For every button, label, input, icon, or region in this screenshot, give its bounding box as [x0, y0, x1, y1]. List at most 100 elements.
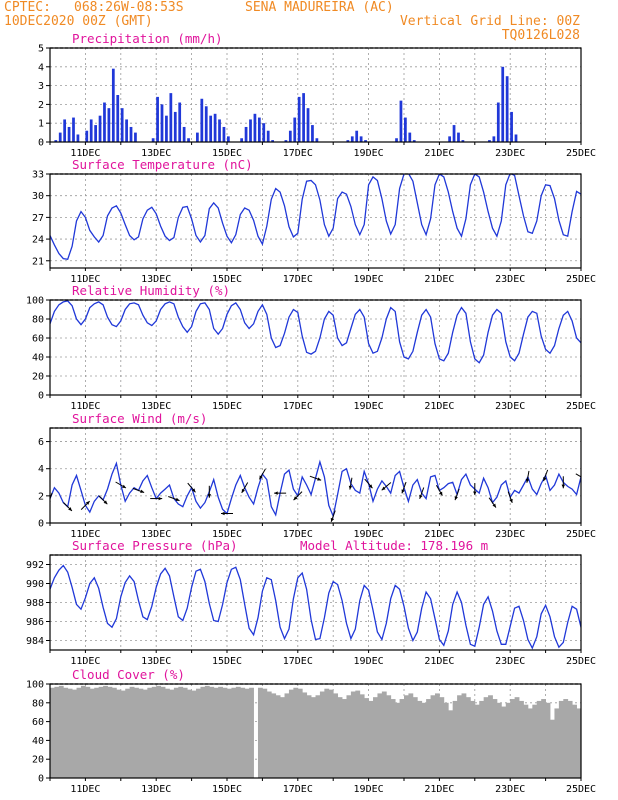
cloud-cover-bar: [134, 687, 139, 778]
cloud-cover-bar: [608, 712, 613, 778]
panel-title-wind: Surface Wind (m/s): [72, 411, 207, 426]
precip-bar: [204, 106, 208, 142]
cloud-cover-bar: [603, 714, 608, 778]
y-tick-label: 60: [32, 717, 44, 728]
cloud-cover-bar: [227, 688, 232, 778]
x-tick-label: 19DEC: [354, 148, 384, 159]
y-tick-label: 80: [32, 698, 44, 709]
plot-area-temperature: [50, 174, 581, 261]
precip-bar: [182, 126, 186, 142]
cloud-cover-bar: [523, 704, 529, 778]
plot-area-wind: [50, 459, 581, 523]
precip-bar: [134, 132, 137, 142]
cloud-cover-bar: [315, 695, 321, 778]
precip-bar: [103, 102, 106, 142]
cloud-cover-bar: [536, 700, 542, 778]
x-tick-label: 11DEC: [70, 148, 100, 159]
cloud-cover-bar: [288, 689, 294, 778]
precip-bar: [120, 108, 124, 142]
header-model: TQ0126L028: [502, 28, 580, 43]
panel-frame: [49, 683, 582, 779]
wind-arrow: [168, 496, 180, 502]
cloud-cover-bar: [558, 700, 564, 778]
cloud-cover-bar: [63, 687, 69, 778]
x-tick-label: 15DEC: [212, 656, 242, 667]
cloud-cover-bar: [572, 704, 577, 778]
precip-bar: [284, 140, 288, 142]
precip-bar: [452, 125, 456, 142]
precip-bar: [227, 136, 230, 142]
wind-arrow: [435, 484, 443, 496]
cloud-cover-bar: [297, 688, 303, 778]
cloud-cover-bar: [399, 699, 405, 778]
x-tick-label: 15DEC: [212, 401, 242, 412]
x-tick-label: 13DEC: [141, 274, 171, 285]
header: CPTEC: 068:26W-08:53S SENA MADUREIRA (AC…: [4, 0, 580, 43]
panel-precipitation: Precipitation (mm/h) 0 1 2 3 4 5 11DEC 13DEC 15DE…: [38, 31, 611, 159]
cloud-cover-bar: [111, 687, 117, 778]
cloud-cover-bar: [350, 691, 356, 778]
cloud-cover-bar: [364, 698, 369, 778]
y-tick-label: 4: [38, 62, 44, 73]
cloud-cover-bar: [594, 703, 599, 778]
cloud-cover-bar: [249, 687, 254, 778]
wind-arrow: [454, 488, 460, 501]
cloud-cover-bar: [483, 697, 489, 778]
cloud-cover-bar: [200, 686, 206, 778]
panel-title-pressure: Surface Pressure (hPa): [72, 538, 238, 553]
precip-bar: [89, 119, 93, 142]
x-tick-label: 25DEC: [566, 401, 596, 412]
precip-bar: [350, 136, 354, 142]
cloud-cover-bar: [213, 687, 219, 778]
x-tick-label: 17DEC: [283, 784, 313, 795]
cloud-cover-bar: [311, 697, 316, 778]
cloud-cover-bar: [448, 710, 454, 778]
y-tick-label: 27: [32, 213, 44, 224]
x-tick-label: 25DEC: [566, 148, 596, 159]
cloud-cover-bar: [576, 708, 581, 778]
cloud-cover-bar: [599, 708, 604, 778]
precip-bar: [218, 119, 221, 142]
precip-bar: [196, 132, 199, 142]
precip-bar: [222, 126, 226, 142]
wind-arrow: [274, 491, 287, 495]
cloud-cover-bar: [103, 685, 108, 778]
cloud-cover-bar: [581, 705, 586, 778]
cloud-cover-bar: [355, 690, 361, 778]
cloud-cover-bar: [196, 688, 201, 778]
plot-area-pressure: [50, 564, 581, 650]
cloud-cover-bar: [94, 687, 100, 778]
header-datetime: 10DEC2020 00Z (GMT): [4, 14, 153, 29]
x-tick-label: 15DEC: [212, 529, 242, 540]
cloud-cover-bar: [266, 691, 272, 778]
precip-bar: [315, 138, 319, 142]
precip-bar: [156, 96, 159, 142]
cloud-cover-bar: [461, 693, 467, 778]
cloud-cover-bar: [129, 686, 135, 778]
precip-bar: [63, 119, 67, 142]
cloud-cover-bar: [178, 686, 184, 778]
wind-arrow: [401, 481, 407, 494]
precip-bar: [160, 104, 164, 142]
x-tick-label: 25DEC: [566, 529, 596, 540]
cloud-cover-bar: [390, 699, 396, 778]
precip-bar: [608, 112, 611, 142]
wind-arrow: [525, 470, 530, 483]
precip-bar: [448, 136, 451, 142]
cloud-cover-bar: [346, 695, 352, 778]
cloud-cover-bar: [187, 689, 192, 778]
precip-bar: [293, 117, 297, 142]
cloud-cover-bar: [408, 693, 414, 778]
wind-arrow: [98, 495, 108, 505]
wind-arrow: [132, 487, 145, 493]
y-tick-label: 80: [32, 315, 44, 326]
cloud-cover-bar: [541, 699, 546, 778]
plot-area-humidity: [50, 300, 581, 364]
wind-arrow: [309, 475, 322, 481]
cloud-cover-bar: [519, 700, 524, 778]
wind-arrow: [80, 500, 90, 510]
precip-bar: [359, 136, 363, 142]
cloud-cover-bar: [368, 700, 374, 778]
x-tick-label: 17DEC: [283, 274, 313, 285]
precip-bar: [302, 93, 305, 142]
